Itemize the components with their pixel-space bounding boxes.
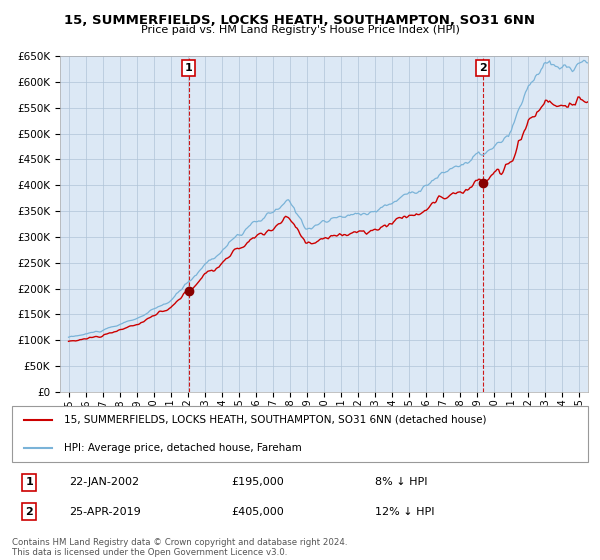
Text: £405,000: £405,000 bbox=[231, 507, 284, 517]
Text: Contains HM Land Registry data © Crown copyright and database right 2024.
This d: Contains HM Land Registry data © Crown c… bbox=[12, 538, 347, 557]
Text: 12% ↓ HPI: 12% ↓ HPI bbox=[375, 507, 434, 517]
Text: 2: 2 bbox=[479, 63, 487, 73]
Text: 15, SUMMERFIELDS, LOCKS HEATH, SOUTHAMPTON, SO31 6NN (detached house): 15, SUMMERFIELDS, LOCKS HEATH, SOUTHAMPT… bbox=[64, 415, 487, 425]
Text: 1: 1 bbox=[185, 63, 193, 73]
Text: 2: 2 bbox=[25, 507, 33, 517]
Text: 1: 1 bbox=[25, 477, 33, 487]
Text: 22-JAN-2002: 22-JAN-2002 bbox=[70, 477, 140, 487]
Text: 8% ↓ HPI: 8% ↓ HPI bbox=[375, 477, 427, 487]
Text: £195,000: £195,000 bbox=[231, 477, 284, 487]
FancyBboxPatch shape bbox=[12, 406, 588, 462]
Text: 15, SUMMERFIELDS, LOCKS HEATH, SOUTHAMPTON, SO31 6NN: 15, SUMMERFIELDS, LOCKS HEATH, SOUTHAMPT… bbox=[65, 14, 536, 27]
Text: 25-APR-2019: 25-APR-2019 bbox=[70, 507, 142, 517]
Text: Price paid vs. HM Land Registry's House Price Index (HPI): Price paid vs. HM Land Registry's House … bbox=[140, 25, 460, 35]
Text: HPI: Average price, detached house, Fareham: HPI: Average price, detached house, Fare… bbox=[64, 443, 302, 453]
